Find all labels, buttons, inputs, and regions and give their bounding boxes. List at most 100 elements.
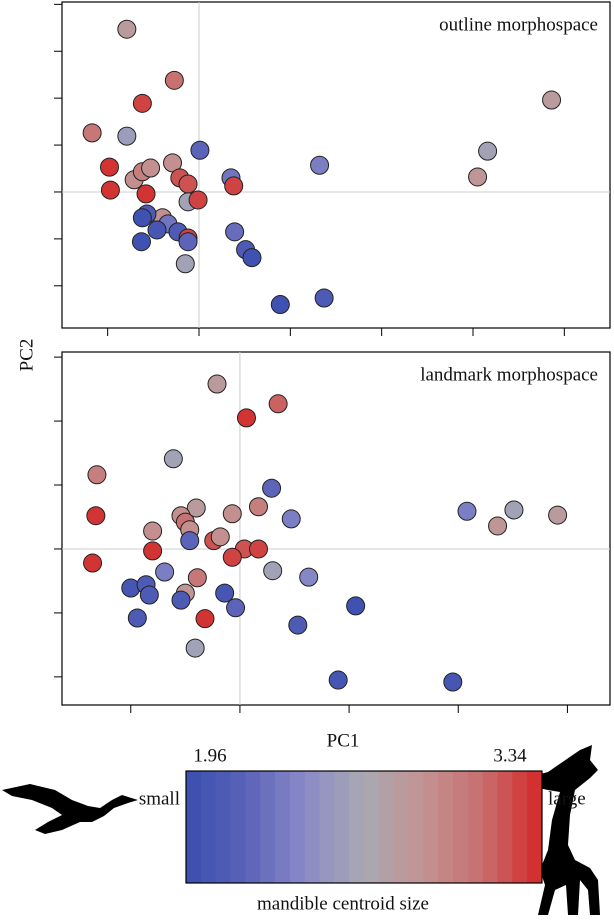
point <box>178 174 198 194</box>
point <box>195 609 215 629</box>
colorbar-tick-label: 3.34 <box>493 745 527 766</box>
point <box>222 504 242 524</box>
point <box>188 190 208 210</box>
colorbar-band <box>275 771 291 883</box>
point <box>224 176 244 196</box>
colorbar-band <box>497 771 513 883</box>
point <box>190 140 210 160</box>
point <box>225 222 245 242</box>
panel-title: outline morphospace <box>439 14 598 35</box>
point <box>226 598 246 618</box>
colorbar-band <box>438 771 454 883</box>
point <box>504 500 524 520</box>
point <box>268 394 288 414</box>
point <box>288 615 308 635</box>
colorbar-band <box>364 771 380 883</box>
point <box>457 501 477 521</box>
point <box>121 578 141 598</box>
point <box>236 408 256 428</box>
point <box>222 547 242 567</box>
point <box>468 167 488 187</box>
point <box>143 541 163 561</box>
point <box>83 553 103 573</box>
point <box>248 497 268 517</box>
point <box>180 531 200 551</box>
point <box>548 505 568 525</box>
point <box>310 155 330 175</box>
point <box>242 248 262 268</box>
panel-title: landmark morphospace <box>420 364 598 385</box>
colorbar-low-label: small <box>139 788 180 809</box>
point <box>139 585 159 605</box>
colorbar-band <box>319 771 335 883</box>
point <box>542 90 562 110</box>
point <box>443 672 463 692</box>
colorbar-frame <box>185 770 543 884</box>
point <box>117 19 137 39</box>
point <box>186 498 206 518</box>
colorbar-band <box>186 771 202 883</box>
point <box>187 568 207 588</box>
colorbar-band <box>230 771 246 883</box>
point <box>141 158 161 178</box>
point <box>147 220 167 240</box>
point <box>117 126 137 146</box>
colorbar-band <box>200 771 217 883</box>
colorbar-title: mandible centroid size <box>257 893 429 914</box>
point <box>248 539 268 559</box>
pterosaur-standing <box>510 745 600 915</box>
point <box>171 590 191 610</box>
colorbar-band <box>349 771 365 883</box>
point <box>185 638 205 658</box>
x-axis-label: PC1 <box>327 730 360 751</box>
colorbar-band <box>453 771 469 883</box>
colorbar-band <box>215 771 231 883</box>
point <box>163 449 183 469</box>
point <box>262 478 282 498</box>
point <box>143 521 163 541</box>
point <box>178 232 198 252</box>
point <box>299 567 319 587</box>
pterosaur-flying <box>2 784 138 834</box>
colorbar-band <box>482 771 498 883</box>
point <box>155 562 175 582</box>
colorbar-band <box>423 771 439 883</box>
point <box>281 509 301 529</box>
point <box>82 123 102 143</box>
point <box>87 465 107 485</box>
y-axis-label: PC2 <box>16 339 37 372</box>
point <box>328 670 348 690</box>
colorbar-band <box>378 771 395 883</box>
point <box>131 232 151 252</box>
point <box>263 561 283 581</box>
colorbar-high-label: large <box>548 788 586 809</box>
colorbar-band <box>393 771 409 883</box>
colorbar-band <box>467 771 484 883</box>
point <box>346 596 366 616</box>
plot-frame <box>61 1 611 329</box>
colorbar-band <box>334 771 350 883</box>
point <box>132 93 152 113</box>
colorbar-band <box>245 771 261 883</box>
colorbar-band <box>527 771 543 883</box>
point <box>488 516 508 536</box>
point <box>132 208 152 228</box>
point <box>270 295 290 315</box>
colorbar-band <box>289 771 306 883</box>
colorbar-band <box>304 771 320 883</box>
colorbar-tick-label: 1.96 <box>193 745 226 766</box>
point <box>210 527 230 547</box>
point <box>478 141 498 161</box>
point <box>207 374 227 394</box>
point <box>175 254 195 274</box>
point <box>100 180 120 200</box>
point <box>164 70 184 90</box>
point <box>215 583 235 603</box>
point <box>314 288 334 308</box>
colorbar-band <box>408 771 424 883</box>
point <box>99 157 119 177</box>
point <box>127 608 147 628</box>
point <box>86 506 106 526</box>
plot-frame <box>61 351 611 706</box>
